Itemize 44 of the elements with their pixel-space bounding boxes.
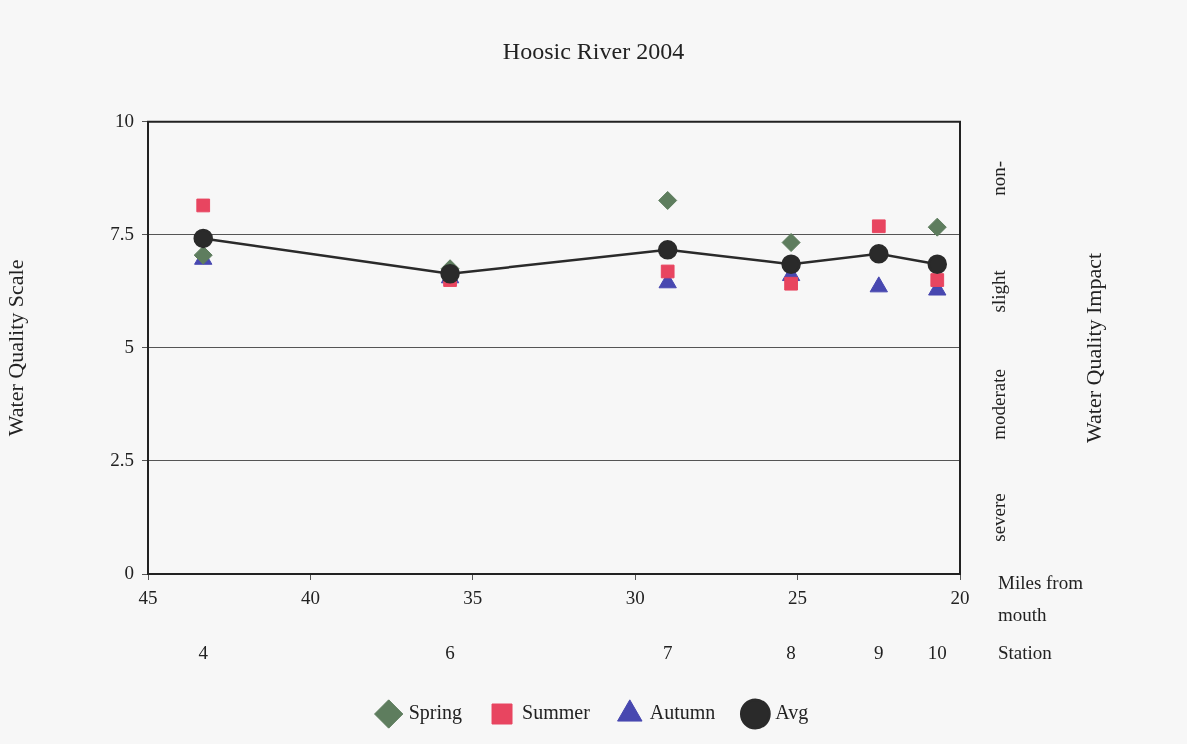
text: 8 (786, 641, 796, 663)
text: severe (987, 493, 1009, 542)
point (658, 190, 678, 210)
y-tick-label: 5 (124, 335, 134, 357)
x-tick-label: 20 (950, 587, 970, 609)
point (440, 263, 460, 284)
text: slight (987, 269, 1009, 313)
legend-label: Summer (522, 701, 591, 724)
y-tick-label: 2.5 (110, 448, 134, 470)
text: 6 (445, 641, 455, 663)
point (196, 198, 211, 213)
text: 9 (874, 641, 884, 663)
point (781, 233, 801, 253)
point (869, 244, 889, 264)
text: moderate (987, 369, 1009, 440)
text: 10 (927, 641, 947, 663)
text: 4 (198, 641, 209, 663)
x-tick-label: 40 (300, 587, 320, 609)
y-tick-label: 7.5 (110, 222, 134, 244)
point (193, 228, 213, 249)
y-tick-label: 0 (124, 561, 134, 583)
point (927, 254, 948, 274)
legend-label: Autumn (649, 701, 716, 724)
point (781, 254, 801, 274)
x-tick-label: 45 (138, 587, 158, 609)
point (660, 264, 675, 279)
y-tick-label: 10 (115, 109, 134, 131)
x-tick-label: 30 (625, 587, 645, 609)
point (784, 276, 798, 291)
legend-label: Avg (775, 701, 809, 725)
x-tick-label: 25 (788, 587, 808, 609)
x-axis-title: Miles from mouth (998, 571, 1084, 625)
legend-label: Spring (408, 701, 463, 725)
point (657, 240, 678, 260)
point (927, 217, 947, 237)
point (930, 273, 945, 287)
text: non- (987, 160, 1009, 196)
text: Station (998, 641, 1053, 663)
y-axis-title: Water Quality Scale (2, 259, 28, 437)
text: Water Quality Impact (1080, 252, 1106, 443)
x-tick-label: 35 (463, 587, 483, 609)
point (871, 219, 886, 234)
chart-title: Hoosic River 2004 (502, 37, 685, 64)
text: 7 (662, 641, 673, 663)
